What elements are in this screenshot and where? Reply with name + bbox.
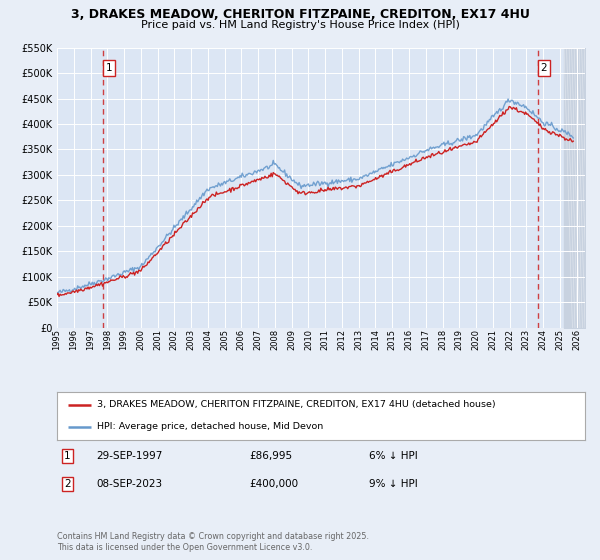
Text: Contains HM Land Registry data © Crown copyright and database right 2025.
This d: Contains HM Land Registry data © Crown c… [57,532,369,552]
Text: 9% ↓ HPI: 9% ↓ HPI [369,479,418,489]
Text: HPI: Average price, detached house, Mid Devon: HPI: Average price, detached house, Mid … [97,422,323,431]
Text: 08-SEP-2023: 08-SEP-2023 [96,479,162,489]
Text: £400,000: £400,000 [249,479,298,489]
Text: 1: 1 [64,451,71,461]
Text: 6% ↓ HPI: 6% ↓ HPI [369,451,418,461]
Text: 2: 2 [541,63,547,73]
Text: 3, DRAKES MEADOW, CHERITON FITZPAINE, CREDITON, EX17 4HU (detached house): 3, DRAKES MEADOW, CHERITON FITZPAINE, CR… [97,400,495,409]
Text: 29-SEP-1997: 29-SEP-1997 [96,451,163,461]
Text: Price paid vs. HM Land Registry's House Price Index (HPI): Price paid vs. HM Land Registry's House … [140,20,460,30]
Text: 1: 1 [106,63,112,73]
Text: £86,995: £86,995 [249,451,292,461]
Text: 3, DRAKES MEADOW, CHERITON FITZPAINE, CREDITON, EX17 4HU: 3, DRAKES MEADOW, CHERITON FITZPAINE, CR… [71,8,529,21]
Text: 2: 2 [64,479,71,489]
